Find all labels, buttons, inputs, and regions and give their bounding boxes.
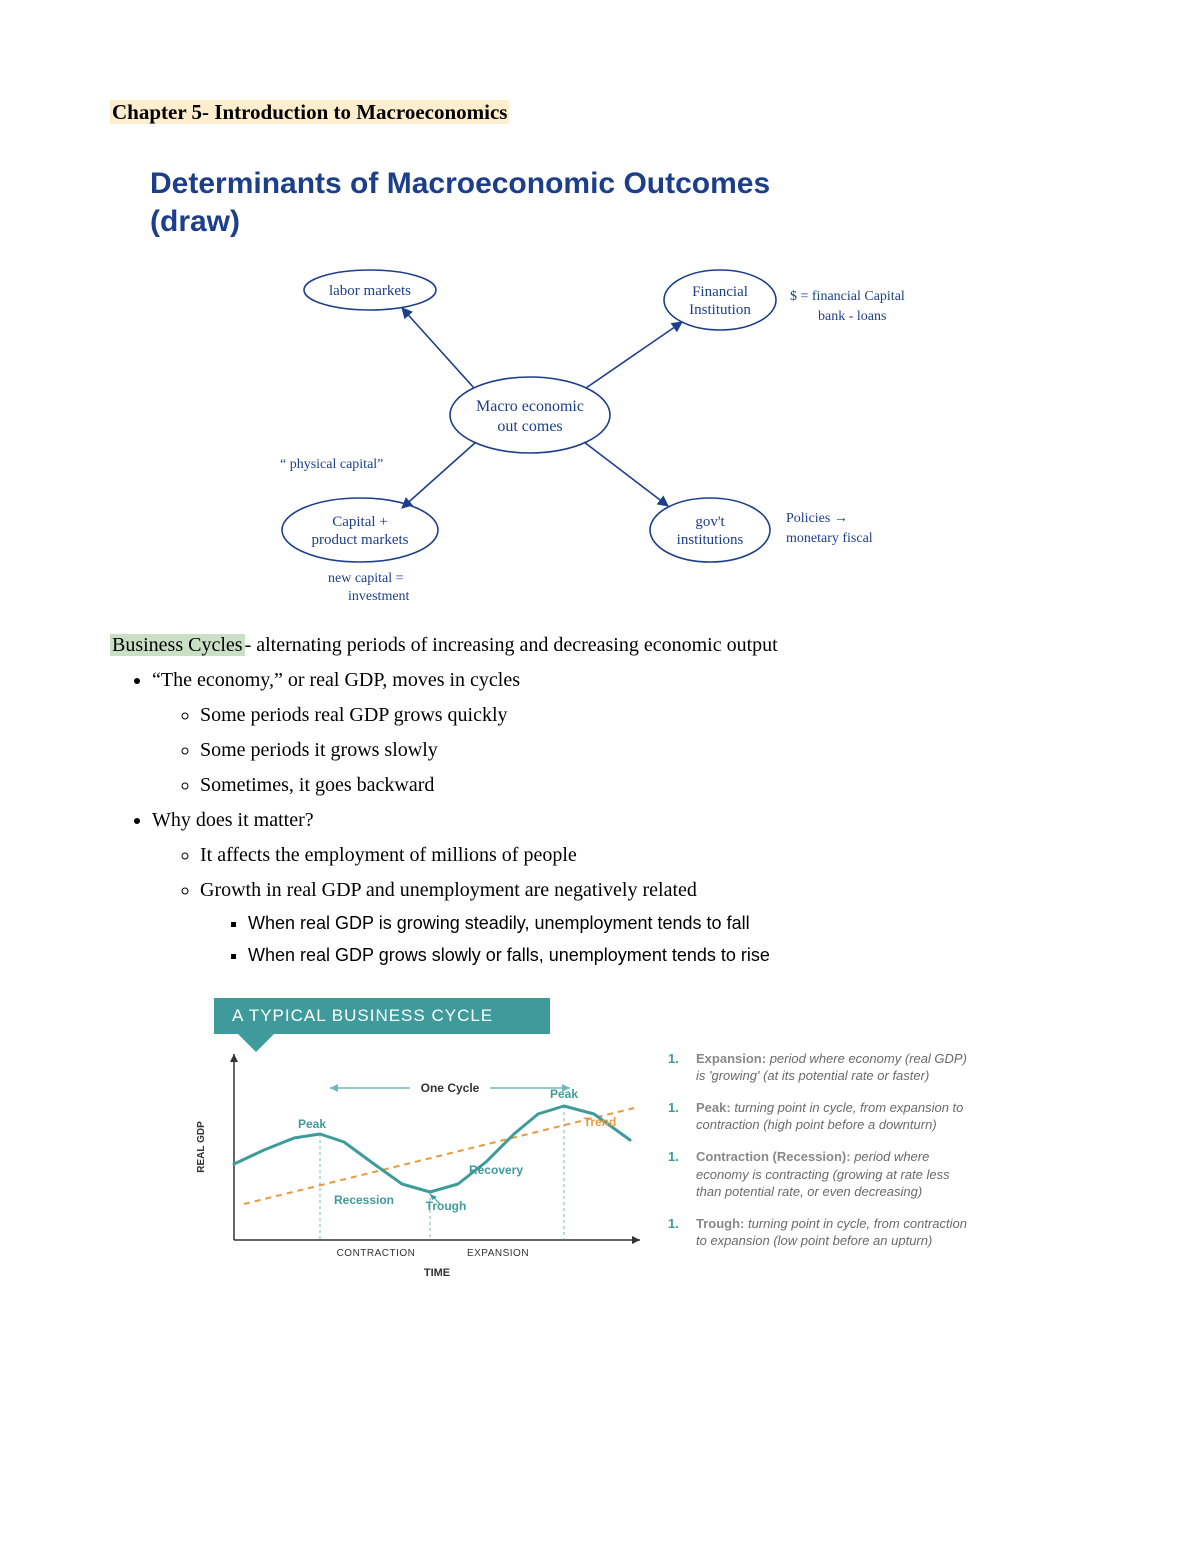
- definition-term: Contraction (Recession):: [696, 1149, 854, 1164]
- business-cycle-figure: A TYPICAL BUSINESS CYCLE REAL GDP TIME One…: [190, 998, 1090, 1289]
- definition-item: 1. Trough: turning point in cycle, from c…: [668, 1215, 978, 1250]
- definition-body: Contraction (Recession): period where ec…: [696, 1148, 978, 1201]
- svg-text:product markets: product markets: [311, 532, 408, 548]
- svg-text:Peak: Peak: [298, 1117, 326, 1131]
- sub-bullets: Some periods real GDP grows quickly Some …: [200, 700, 1090, 801]
- definition-body: Peak: turning point in cycle, from expan…: [696, 1099, 978, 1134]
- svg-text:EXPANSION: EXPANSION: [467, 1248, 529, 1259]
- svg-text:Trend: Trend: [584, 1115, 617, 1129]
- subsub-bullet-item: When real GDP is growing steadily, unemp…: [248, 910, 1090, 938]
- sub-bullet-item: It affects the employment of millions of…: [200, 840, 1090, 871]
- sub-bullet-item: Some periods it grows slowly: [200, 735, 1090, 766]
- svg-text:Policies →: Policies →: [786, 511, 848, 526]
- document-page: Chapter 5- Introduction to Macroeconomic…: [0, 0, 1200, 1349]
- svg-text:Peak: Peak: [550, 1087, 578, 1101]
- diagram-title: Determinants of Macroeconomic Outcomes (…: [150, 165, 1090, 240]
- svg-text:institutions: institutions: [677, 532, 744, 548]
- cycle-definitions: 1. Expansion: period where economy (real …: [668, 1050, 978, 1264]
- cycle-chart-svg: REAL GDP TIME One Cycle Peak Peak Recession Tr…: [190, 1034, 650, 1284]
- svg-text:Recession: Recession: [334, 1193, 394, 1207]
- svg-text:investment: investment: [348, 589, 410, 604]
- definition-number: 1.: [668, 1148, 684, 1201]
- business-cycles-bullets: “The economy,” or real GDP, moves in cyc…: [152, 665, 1090, 970]
- svg-text:new capital =: new capital =: [328, 571, 404, 586]
- subsub-bullet-item: When real GDP grows slowly or falls, une…: [248, 942, 1090, 970]
- subsub-bullets: When real GDP is growing steadily, unemp…: [248, 910, 1090, 970]
- svg-text:gov't: gov't: [695, 514, 725, 530]
- business-cycles-section: Business Cycles- alternating periods of …: [110, 630, 1090, 970]
- definition-item: 1.Contraction (Recession): period where …: [668, 1148, 978, 1201]
- svg-text:One Cycle: One Cycle: [421, 1081, 480, 1095]
- svg-text:“ physical capital”: “ physical capital”: [280, 457, 383, 472]
- definition-body: Trough: turning point in cycle, from con…: [696, 1215, 978, 1250]
- svg-text:monetary fiscal: monetary fiscal: [786, 531, 873, 546]
- svg-text:$ = financial Capital: $ = financial Capital: [790, 289, 905, 304]
- business-cycles-heading: Business Cycles: [110, 634, 245, 656]
- sub-bullets: It affects the employment of millions of…: [200, 840, 1090, 970]
- definition-number: 1.: [668, 1215, 684, 1250]
- definition-desc: turning point in cycle, from expansion t…: [696, 1100, 963, 1133]
- definition-term: Trough:: [696, 1216, 748, 1231]
- definition-number: 1.: [668, 1099, 684, 1134]
- svg-text:Macro economic: Macro economic: [476, 398, 584, 415]
- svg-text:TIME: TIME: [424, 1267, 450, 1279]
- sub-bullet-item: Growth in real GDP and unemployment are …: [200, 875, 1090, 970]
- svg-text:out comes: out comes: [497, 418, 562, 435]
- svg-text:Recovery: Recovery: [469, 1163, 523, 1177]
- svg-text:bank - loans: bank - loans: [818, 309, 886, 324]
- mindmap-svg: Macro economic out comes labor markets Fina…: [150, 250, 970, 610]
- sub-bullet-item: Sometimes, it goes backward: [200, 770, 1090, 801]
- chapter-heading: Chapter 5- Introduction to Macroeconomic…: [110, 100, 1090, 125]
- diagram-title-line1: Determinants of Macroeconomic Outcomes: [150, 167, 770, 200]
- business-cycles-def: - alternating periods of increasing and …: [245, 634, 778, 656]
- chapter-title: Chapter 5- Introduction to Macroeconomic…: [110, 100, 509, 124]
- svg-text:CONTRACTION: CONTRACTION: [337, 1248, 416, 1259]
- svg-text:labor markets: labor markets: [329, 283, 411, 299]
- definition-item: 1. Peak: turning point in cycle, from exp…: [668, 1099, 978, 1134]
- definition-term: Expansion:: [696, 1051, 770, 1066]
- definition-body: Expansion: period where economy (real GD…: [696, 1050, 978, 1085]
- diagram-title-line2: (draw): [150, 205, 240, 238]
- mindmap-diagram: Macro economic out comes labor markets Fina…: [150, 250, 970, 610]
- cycle-chart-column: A TYPICAL BUSINESS CYCLE REAL GDP TIME One…: [190, 998, 650, 1289]
- definition-term: Peak:: [696, 1100, 734, 1115]
- svg-text:Financial: Financial: [692, 284, 748, 300]
- svg-text:Institution: Institution: [689, 302, 751, 318]
- bullet-item: Why does it matter?It affects the employ…: [152, 805, 1090, 970]
- definition-number: 1.: [668, 1050, 684, 1085]
- definition-item: 1. Expansion: period where economy (real …: [668, 1050, 978, 1085]
- chart-banner: A TYPICAL BUSINESS CYCLE: [214, 998, 550, 1034]
- svg-text:Capital +: Capital +: [332, 514, 388, 530]
- sub-bullet-item: Some periods real GDP grows quickly: [200, 700, 1090, 731]
- svg-text:Trough: Trough: [426, 1199, 467, 1213]
- svg-text:REAL GDP: REAL GDP: [196, 1121, 207, 1173]
- bullet-item: “The economy,” or real GDP, moves in cyc…: [152, 665, 1090, 801]
